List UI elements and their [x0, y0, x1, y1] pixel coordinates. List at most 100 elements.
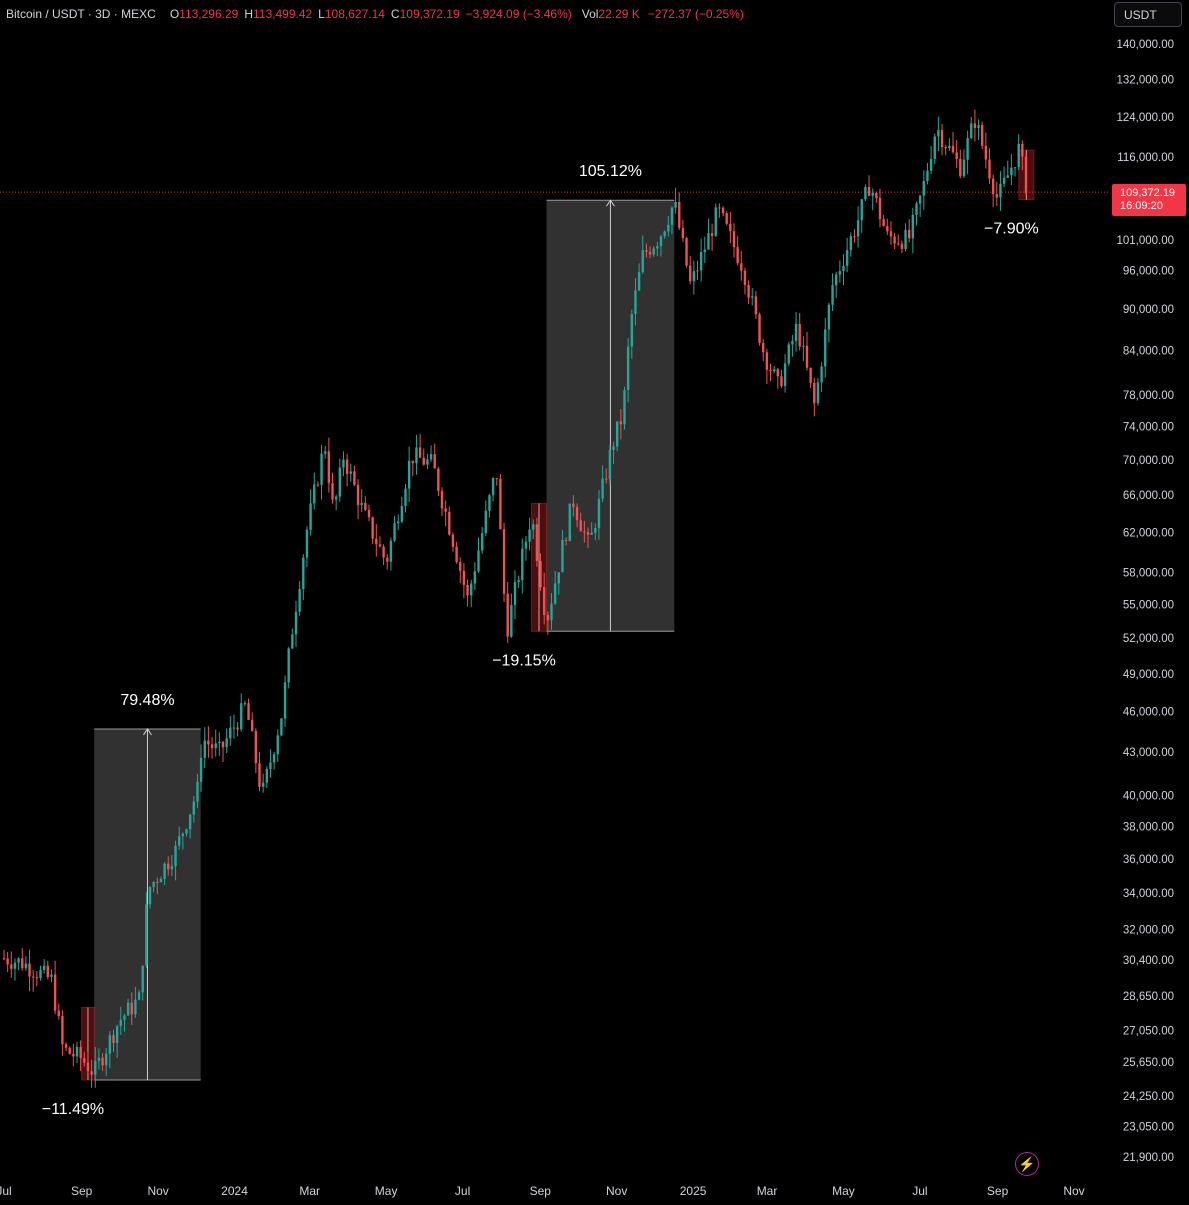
y-tick-label: 66,000.00 [1123, 490, 1174, 502]
candle-body [1021, 143, 1024, 157]
ohlc-legend: Bitcoin / USDT · 3D · MEXC O 113,296.29 H… [6, 7, 744, 21]
candle-body [535, 524, 539, 561]
candle-body [678, 201, 681, 228]
measure-label: 105.12% [579, 163, 642, 180]
candle-body [261, 782, 265, 787]
candle-body [232, 727, 236, 729]
candle-body [849, 236, 852, 251]
candle-body [926, 170, 929, 182]
candle-body [181, 833, 185, 837]
x-tick-label: May [375, 1184, 398, 1198]
candle-body [345, 459, 349, 474]
y-tick-label: 28,650.00 [1123, 991, 1174, 1003]
candle-body [685, 238, 688, 266]
candle-body [17, 958, 20, 963]
candle-body [743, 270, 747, 285]
candle-body [528, 529, 531, 542]
low-key: L [318, 7, 325, 21]
y-tick-label: 32,000.00 [1123, 924, 1174, 936]
candle-body [28, 963, 31, 977]
candle-body [973, 123, 977, 129]
candle-body [331, 483, 334, 500]
candle-body [1017, 143, 1020, 168]
candle-body [878, 198, 882, 219]
candle-body [46, 965, 49, 978]
candle-body [889, 231, 893, 237]
lightning-icon[interactable]: ⚡ [1015, 1152, 1039, 1176]
volume-change: −272.37 (−0.25%) [647, 7, 744, 21]
candle-body [933, 136, 936, 159]
candle-body [721, 207, 725, 214]
candle-body [988, 159, 991, 179]
candle-body [210, 744, 214, 749]
y-tick-label: 27,050.00 [1123, 1025, 1174, 1037]
change-value: −3,924.09 (−3.46%) [465, 7, 572, 21]
candle-body [944, 147, 947, 149]
candle-body [597, 498, 601, 529]
y-tick-label: 49,000.00 [1123, 669, 1174, 681]
candle-body [513, 582, 517, 605]
candle-body [32, 976, 35, 978]
currency-button[interactable]: USDT [1114, 2, 1182, 27]
candle-body [772, 369, 776, 372]
candle-body [21, 958, 24, 969]
candle-body [119, 1019, 122, 1027]
candle-body [696, 270, 699, 272]
candle-body [247, 703, 250, 720]
measure-label: −19.15% [492, 652, 556, 669]
candle-body [484, 510, 487, 534]
candle-body [871, 192, 874, 196]
y-tick-label: 36,000.00 [1123, 854, 1174, 866]
candle-body [860, 199, 863, 221]
candle-body [108, 1035, 112, 1054]
candle-body [276, 735, 279, 755]
candle-body [510, 604, 513, 637]
candle-body [397, 521, 400, 524]
candle-body [462, 570, 466, 585]
open-value: 113,296.29 [179, 7, 239, 21]
candle-body [659, 236, 663, 247]
candle-body [970, 123, 973, 138]
candle-body [995, 194, 998, 198]
candle-body [948, 145, 951, 149]
candle-body [203, 740, 206, 758]
candle-body [787, 344, 790, 364]
candle-body [141, 965, 144, 993]
candle-body [272, 754, 276, 763]
candle-body [389, 540, 393, 562]
candle-body [762, 342, 765, 353]
symbol-title[interactable]: Bitcoin / USDT · 3D · MEXC [6, 7, 156, 21]
candle-body [254, 731, 258, 764]
candle-body [824, 329, 827, 367]
candle-body [842, 265, 845, 272]
candle-body [105, 1053, 108, 1066]
candle-body [893, 236, 896, 244]
candle-body [378, 544, 382, 547]
candle-body [466, 584, 469, 596]
candle-body [798, 323, 801, 347]
candle-body [1010, 167, 1013, 176]
candle-body [400, 505, 404, 522]
candle-body [594, 528, 597, 533]
last-price-value: 109,372.19 [1120, 187, 1176, 199]
candle-body [97, 1057, 101, 1061]
candle-body [543, 587, 546, 616]
x-tick-label: Sep [987, 1184, 1009, 1198]
candle-body [123, 1015, 126, 1020]
candle-body [491, 478, 495, 496]
y-tick-label: 40,000.00 [1123, 791, 1174, 803]
candle-body [313, 484, 316, 504]
candle-body [356, 484, 360, 506]
candle-body [502, 529, 506, 594]
candle-body [137, 992, 141, 1000]
volume-key: Vol [581, 7, 599, 21]
candle-body [791, 341, 794, 345]
candle-body [634, 290, 637, 315]
candle-body [608, 450, 612, 480]
close-key: C [390, 7, 400, 21]
candle-body [984, 145, 988, 160]
candle-body [929, 158, 933, 171]
candle-body [827, 304, 831, 330]
